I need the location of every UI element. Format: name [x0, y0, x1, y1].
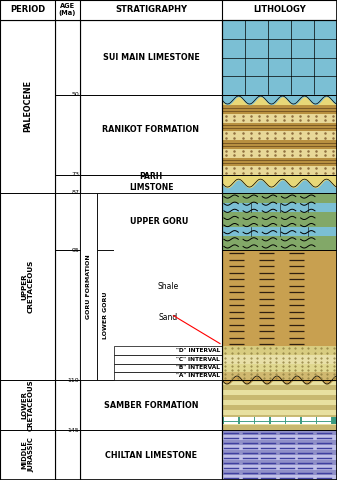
Bar — [222, 417, 337, 424]
Bar — [114, 364, 222, 372]
Text: "A" INTERVAL: "A" INTERVAL — [176, 373, 220, 378]
Bar — [222, 105, 337, 114]
Text: UPPER
CRETACEOUS: UPPER CRETACEOUS — [21, 260, 34, 313]
Text: 95: 95 — [71, 248, 79, 252]
Bar — [222, 175, 337, 193]
Text: UPPER GORU: UPPER GORU — [130, 217, 189, 226]
Bar — [222, 385, 337, 390]
Bar — [222, 405, 337, 410]
Bar — [222, 227, 337, 236]
Bar — [55, 20, 80, 480]
Bar — [222, 131, 337, 140]
Text: PERIOD: PERIOD — [10, 5, 45, 14]
Bar — [0, 20, 55, 480]
Text: 50: 50 — [71, 93, 79, 97]
Text: GORU FORMATION: GORU FORMATION — [86, 254, 91, 319]
Bar — [222, 455, 337, 460]
Bar — [222, 20, 337, 95]
Text: AGE
(Ma): AGE (Ma) — [59, 3, 76, 16]
Bar — [222, 166, 337, 175]
Bar — [222, 390, 337, 395]
Bar — [222, 157, 337, 166]
Text: 73: 73 — [71, 172, 79, 178]
Bar — [222, 460, 337, 465]
Text: 87: 87 — [71, 191, 79, 195]
Bar — [222, 435, 337, 440]
Bar — [222, 425, 337, 430]
Text: 110: 110 — [67, 377, 79, 383]
Bar — [222, 122, 337, 131]
Bar — [97, 193, 222, 250]
Text: MIDDLE
JURASSIC: MIDDLE JURASSIC — [21, 438, 34, 472]
Text: LOWER GORU: LOWER GORU — [103, 291, 108, 339]
Bar — [222, 355, 337, 364]
Bar — [0, 0, 337, 20]
Bar — [222, 346, 337, 355]
Bar — [222, 250, 337, 380]
Text: LITHOLOGY: LITHOLOGY — [253, 5, 306, 14]
Bar — [222, 20, 337, 480]
Bar — [114, 372, 222, 380]
Bar — [222, 193, 337, 250]
Bar — [222, 400, 337, 405]
Bar — [114, 355, 222, 364]
Bar — [222, 372, 337, 380]
Text: CHILTAN LIMESTONE: CHILTAN LIMESTONE — [105, 451, 197, 459]
Bar — [222, 445, 337, 450]
Bar — [222, 470, 337, 475]
Bar — [222, 380, 337, 385]
Bar — [222, 475, 337, 480]
Bar — [80, 20, 222, 480]
Text: 145: 145 — [67, 428, 79, 432]
Bar — [222, 415, 337, 420]
Text: SUI MAIN LIMESTONE: SUI MAIN LIMESTONE — [103, 53, 200, 62]
Bar — [80, 193, 97, 380]
Bar — [97, 250, 114, 380]
Bar — [222, 440, 337, 445]
Bar — [222, 203, 337, 212]
Bar — [222, 364, 337, 372]
Bar — [222, 95, 337, 105]
Bar — [114, 346, 222, 355]
Text: Shale: Shale — [157, 282, 179, 291]
Text: RANIKOT FORMATION: RANIKOT FORMATION — [102, 125, 200, 134]
Bar — [222, 114, 337, 122]
Bar — [222, 395, 337, 400]
Text: LOWER
CRETACEOUS: LOWER CRETACEOUS — [21, 379, 34, 431]
Text: SAMBER FORMATION: SAMBER FORMATION — [104, 400, 198, 409]
Bar — [222, 140, 337, 149]
Text: "B" INTERVAL: "B" INTERVAL — [176, 365, 220, 371]
Text: STRATIGRAPHY: STRATIGRAPHY — [115, 5, 187, 14]
Bar — [222, 450, 337, 455]
Bar — [222, 430, 337, 435]
Text: Sand: Sand — [158, 313, 178, 322]
Bar — [222, 410, 337, 415]
Text: "D" INTERVAL: "D" INTERVAL — [176, 348, 220, 353]
Bar — [114, 250, 222, 380]
Bar — [222, 420, 337, 425]
Bar — [222, 149, 337, 157]
Text: PALEOCENE: PALEOCENE — [23, 81, 32, 132]
Text: PARH
LIMSTONE: PARH LIMSTONE — [129, 172, 173, 192]
Bar — [222, 465, 337, 470]
Text: "C" INTERVAL: "C" INTERVAL — [176, 357, 220, 362]
